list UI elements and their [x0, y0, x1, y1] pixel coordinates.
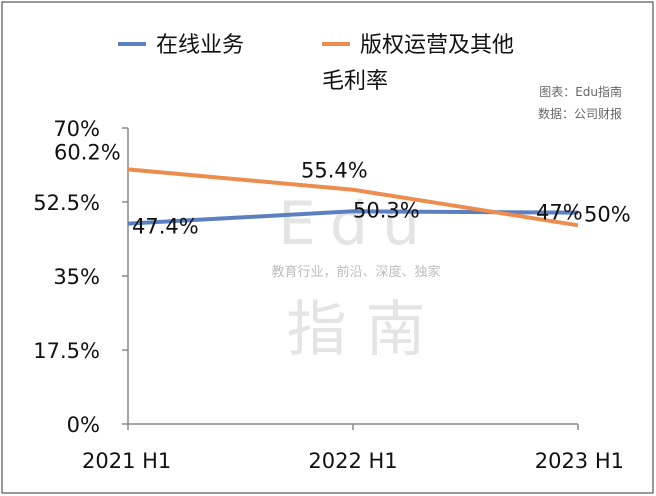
chart-title: 毛利率 — [322, 69, 388, 94]
watermark-tagline: 教育行业，前沿、深度、独家 — [271, 264, 440, 280]
data-label: 47.4% — [132, 215, 199, 239]
x-tick-label: 2023 H1 — [535, 449, 624, 473]
x-axis-ticks: 2021 H1 2022 H1 2023 H1 — [82, 424, 624, 473]
data-label: 60.2% — [54, 140, 121, 164]
legend-label-online: 在线业务 — [156, 33, 244, 58]
series-line-1 — [127, 167, 579, 228]
legend: 在线业务 版权运营及其他 — [118, 33, 514, 58]
watermark-cn: 指 南 — [286, 295, 425, 365]
legend-label-copyright: 版权运营及其他 — [360, 33, 514, 58]
data-label: 50% — [584, 203, 631, 227]
y-tick-label: 17.5% — [33, 339, 100, 363]
data-label: 47% — [536, 200, 583, 224]
series-lines — [127, 167, 579, 228]
source-line-2: 数据：公司财报 — [538, 106, 622, 121]
y-axis-ticks: 0% 17.5% 35% 52.5% 70% — [33, 117, 128, 437]
y-tick-label: 52.5% — [33, 191, 100, 215]
y-tick-label: 35% — [53, 265, 100, 289]
source-line-1: 图表：Edu指南 — [539, 84, 622, 99]
data-label: 55.4% — [301, 159, 368, 183]
y-tick-label: 70% — [53, 117, 100, 141]
x-tick-label: 2021 H1 — [82, 449, 171, 473]
y-tick-label: 0% — [67, 413, 100, 437]
watermark: Edu 教育行业，前沿、深度、独家 指 南 — [271, 189, 440, 365]
data-label: 50.3% — [353, 198, 420, 222]
x-tick-label: 2022 H1 — [308, 449, 397, 473]
data-labels: 47.4% 50.3% 50% 60.2% 55.4% 47% — [54, 140, 631, 238]
watermark-latin: Edu — [278, 189, 434, 259]
